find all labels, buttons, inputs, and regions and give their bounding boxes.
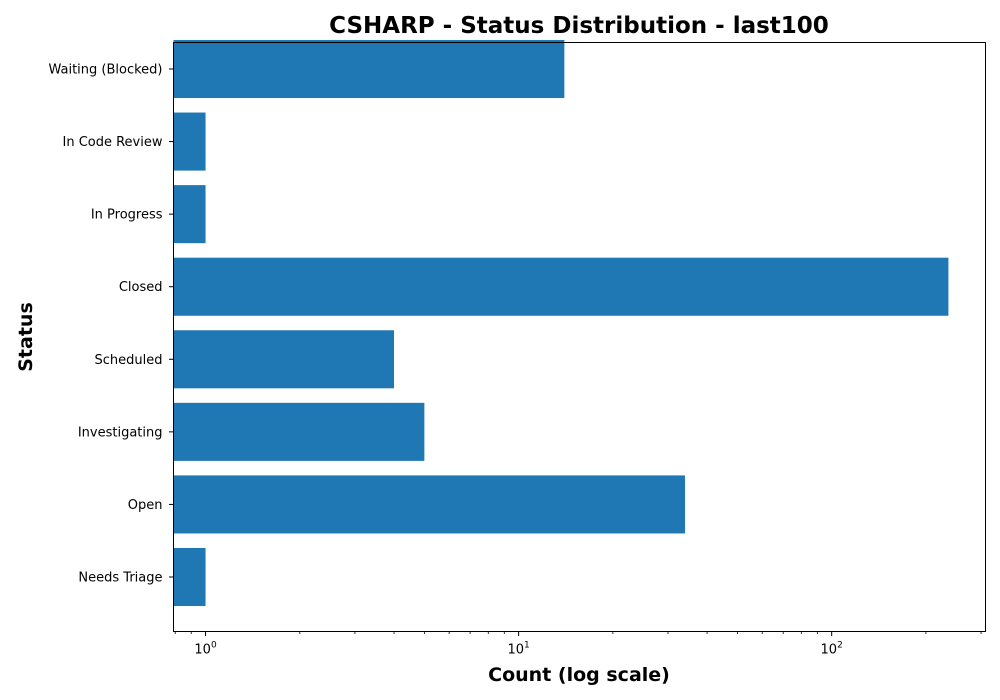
x-tick-label: 101	[507, 641, 529, 658]
bar-in-code-review	[173, 112, 206, 171]
plot-frame	[173, 42, 986, 632]
y-tick-label: Waiting (Blocked)	[48, 63, 162, 78]
x-tick-label: 100	[194, 641, 217, 658]
x-tick-label: 102	[821, 641, 843, 658]
y-tick-label: Scheduled	[95, 353, 163, 368]
y-axis-label: Status	[15, 302, 37, 372]
x-axis-ticks: 100 101 102	[174, 631, 982, 658]
y-tick-label: Open	[128, 498, 163, 513]
y-axis-ticks: Needs Triage Open Investigating Scheduled Cl…	[48, 63, 174, 586]
bar-waiting-blocked	[173, 39, 565, 99]
bars-group	[173, 39, 949, 607]
bar-scheduled	[173, 330, 395, 389]
chart-title: CSHARP - Status Distribution - last100	[329, 13, 829, 39]
y-tick-label: In Progress	[91, 208, 163, 223]
bar-needs-triage	[173, 547, 206, 607]
y-tick-label: Needs Triage	[78, 571, 162, 586]
bar-open	[173, 475, 685, 534]
y-tick-label: In Code Review	[62, 135, 162, 150]
y-tick-label: Investigating	[78, 425, 163, 440]
bar-in-progress	[173, 185, 206, 244]
y-tick-label: Closed	[119, 280, 163, 295]
bar-investigating	[173, 402, 425, 461]
bar-closed	[173, 257, 949, 316]
x-axis-label: Count (log scale)	[488, 664, 670, 686]
